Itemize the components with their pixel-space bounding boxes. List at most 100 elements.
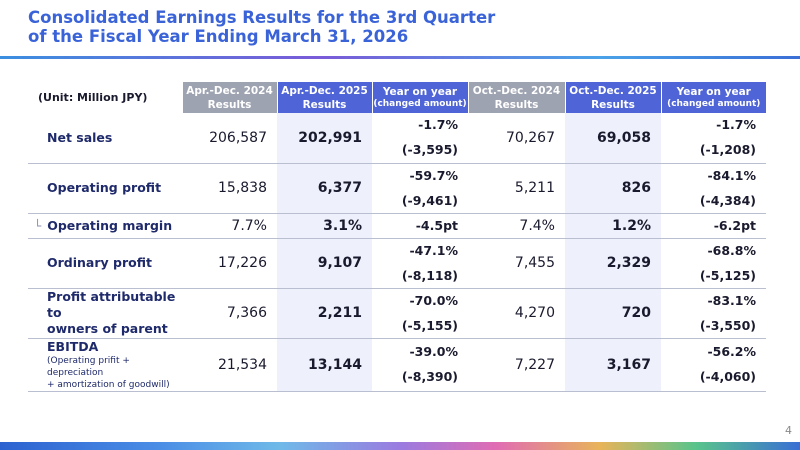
slide-title: Consolidated Earnings Results for the 3r…: [28, 8, 728, 46]
cell-cur-9m: 9,107: [277, 238, 372, 289]
column-header-sub: Results: [207, 98, 252, 111]
column-header-sub: (changed amount): [373, 99, 467, 109]
yoy-percent: -47.1%: [409, 242, 458, 258]
cell-prev-q: 7,227: [468, 338, 565, 392]
column-header-sub: Results: [302, 98, 347, 111]
column-header-period: Year on year: [382, 86, 458, 98]
earnings-results-table: (Unit: Million JPY) Apr.-Dec. 2024 Resul…: [28, 82, 766, 392]
column-header-yoy-q3: Year on year (changed amount): [660, 82, 766, 113]
cell-cur-q: 3,167: [565, 338, 661, 392]
cell-cur-9m: 13,144: [277, 338, 372, 392]
unit-label: (Unit: Million JPY): [38, 91, 148, 104]
cell-prev-q: 7,455: [468, 238, 565, 289]
cell-prev-q: 70,267: [468, 113, 565, 164]
row-label-line-1: Profit attributable to: [47, 289, 176, 320]
cell-prev-q: 4,270: [468, 288, 565, 339]
yoy-amount: (-4,060): [699, 369, 756, 384]
slide-title-line-1: Consolidated Earnings Results for the 3r…: [28, 8, 496, 27]
cell-prev-9m: 17,226: [182, 238, 277, 289]
column-header-oct-dec-2025: Oct.-Dec. 2025 Results: [564, 82, 661, 113]
cell-prev-q: 5,211: [468, 163, 565, 214]
column-header-period: Apr.-Dec. 2024: [186, 84, 273, 97]
cell-cur-q: 2,329: [565, 238, 661, 289]
table-row-operating-profit: Operating profit 15,838 6,377 -59.7% (-9…: [28, 163, 766, 214]
column-header-apr-dec-2025: Apr.-Dec. 2025 Results: [276, 82, 372, 113]
table-row-ordinary-profit: Ordinary profit 17,226 9,107 -47.1% (-8,…: [28, 238, 766, 289]
cell-yoy-q: -1.7% (-1,208): [661, 113, 766, 164]
row-label: EBITDA: [47, 338, 99, 354]
cell-cur-9m: 3.1%: [277, 213, 372, 239]
column-header-period: Oct.-Dec. 2024: [472, 84, 561, 97]
cell-cur-9m: 6,377: [277, 163, 372, 214]
yoy-amount: (-3,595): [401, 142, 458, 158]
cell-prev-9m: 15,838: [182, 163, 277, 214]
column-header-apr-dec-2024: Apr.-Dec. 2024 Results: [181, 82, 277, 113]
column-header-sub: Results: [494, 98, 539, 111]
cell-yoy-q: -56.2% (-4,060): [661, 338, 766, 392]
yoy-percent: -84.1%: [707, 167, 756, 183]
cell-yoy-9m: -4.5pt: [372, 213, 468, 239]
row-label-cell: Profit attributable to owners of parent: [28, 288, 182, 339]
cell-prev-q: 7.4%: [468, 213, 565, 239]
table-row-operating-margin: └ Operating margin 7.7% 3.1% -4.5pt 7.4% …: [28, 213, 766, 239]
row-label-cell: └ Operating margin: [28, 213, 182, 239]
cell-prev-9m: 21,534: [182, 338, 277, 392]
table-header-row: (Unit: Million JPY) Apr.-Dec. 2024 Resul…: [28, 82, 766, 113]
yoy-percent: -83.1%: [707, 292, 756, 308]
table-row-ebitda: EBITDA (Operating prifit + depreciation …: [28, 338, 766, 392]
cell-yoy-q: -84.1% (-4,384): [661, 163, 766, 214]
cell-prev-9m: 7,366: [182, 288, 277, 339]
column-header-period: Year on year: [676, 86, 751, 98]
yoy-amount: (-5,155): [401, 317, 458, 333]
yoy-percent: -68.8%: [707, 242, 756, 258]
decorative-footer-bar: [0, 442, 800, 450]
yoy-amount: (-8,118): [401, 267, 458, 283]
cell-cur-q: 720: [565, 288, 661, 339]
yoy-percent: -56.2%: [707, 344, 756, 359]
row-label-cell: EBITDA (Operating prifit + depreciation …: [28, 338, 182, 392]
yoy-percent: -1.7%: [418, 117, 458, 133]
cell-cur-9m: 202,991: [277, 113, 372, 164]
row-label-note-line-2: + amortization of goodwill): [47, 379, 170, 390]
yoy-amount: (-3,550): [699, 317, 756, 333]
yoy-amount: (-9,461): [401, 192, 458, 208]
table-row-profit-attributable: Profit attributable to owners of parent …: [28, 288, 766, 339]
row-label-line-2: owners of parent: [47, 321, 168, 336]
cell-yoy-9m: -1.7% (-3,595): [372, 113, 468, 164]
yoy-percent: -59.7%: [409, 167, 458, 183]
yoy-amount: (-1,208): [699, 142, 756, 158]
column-header-oct-dec-2024: Oct.-Dec. 2024 Results: [467, 82, 565, 113]
column-header-period: Oct.-Dec. 2025: [569, 84, 657, 97]
row-label: Operating margin: [47, 217, 173, 233]
yoy-amount: (-4,384): [699, 192, 756, 208]
row-label: Operating profit: [28, 163, 182, 214]
cell-yoy-q: -6.2pt: [661, 213, 766, 239]
cell-cur-q: 1.2%: [565, 213, 661, 239]
column-header-yoy-9m: Year on year (changed amount): [371, 82, 468, 113]
yoy-amount: (-8,390): [401, 369, 458, 384]
cell-cur-9m: 2,211: [277, 288, 372, 339]
page-number: 4: [785, 424, 792, 437]
table-row-net-sales: Net sales 206,587 202,991 -1.7% (-3,595)…: [28, 113, 766, 164]
cell-yoy-9m: -39.0% (-8,390): [372, 338, 468, 392]
yoy-percent: -1.7%: [716, 117, 756, 133]
cell-prev-9m: 7.7%: [182, 213, 277, 239]
cell-yoy-q: -68.8% (-5,125): [661, 238, 766, 289]
cell-yoy-9m: -59.7% (-9,461): [372, 163, 468, 214]
row-label: Net sales: [28, 113, 182, 164]
yoy-percent: -70.0%: [409, 292, 458, 308]
yoy-amount: (-5,125): [699, 267, 756, 283]
cell-yoy-9m: -70.0% (-5,155): [372, 288, 468, 339]
cell-prev-9m: 206,587: [182, 113, 277, 164]
sub-item-marker: └: [34, 218, 42, 233]
slide-title-line-2: of the Fiscal Year Ending March 31, 2026: [28, 27, 409, 46]
column-header-sub: Results: [591, 98, 635, 111]
cell-cur-q: 826: [565, 163, 661, 214]
yoy-percent: -39.0%: [409, 344, 458, 359]
row-label-note-line-1: (Operating prifit + depreciation: [47, 355, 130, 378]
title-divider: [0, 56, 800, 59]
cell-cur-q: 69,058: [565, 113, 661, 164]
cell-yoy-9m: -47.1% (-8,118): [372, 238, 468, 289]
row-label: Ordinary profit: [28, 238, 182, 289]
column-header-sub: (changed amount): [667, 99, 761, 109]
